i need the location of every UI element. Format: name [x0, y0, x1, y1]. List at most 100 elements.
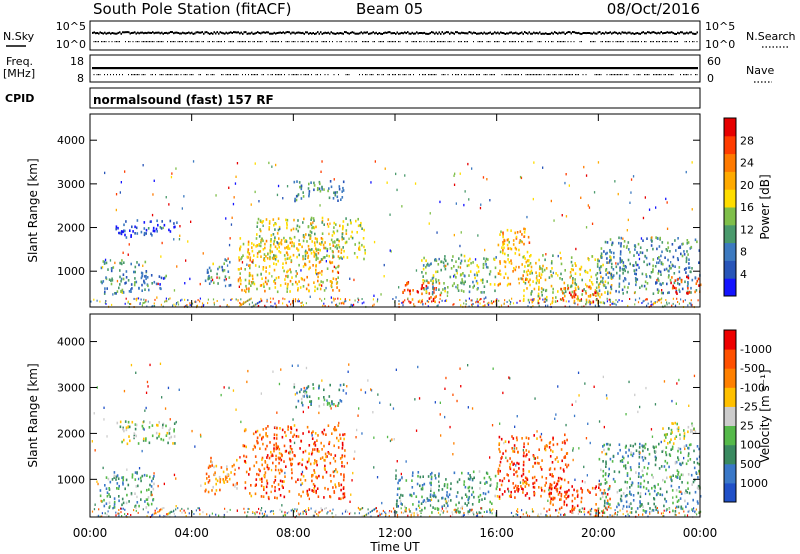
- range-cell: [552, 498, 554, 501]
- nsky-point: [437, 32, 439, 35]
- nsky-point: [482, 32, 484, 35]
- range-cell: [133, 297, 135, 300]
- range-cell: [527, 235, 530, 239]
- range-cell: [205, 472, 208, 476]
- range-cell: [153, 280, 156, 284]
- range-cell: [669, 454, 672, 457]
- nsky-point: [266, 31, 268, 34]
- range-cell: [265, 239, 268, 243]
- nsky-point: [354, 32, 356, 35]
- freq-point: [458, 67, 460, 70]
- range-cell: [139, 302, 141, 304]
- freq-point: [291, 67, 293, 70]
- range-cell: [510, 262, 513, 265]
- range-cell: [125, 276, 128, 279]
- nave-point: [560, 74, 561, 76]
- range-cell: [484, 260, 487, 263]
- nsearch-point: [620, 41, 621, 43]
- nsky-point: [144, 31, 146, 34]
- range-cell: [622, 504, 625, 508]
- freq-point: [144, 67, 146, 70]
- range-cell: [422, 475, 424, 478]
- freq-point: [444, 67, 446, 70]
- nsky-point: [392, 32, 394, 35]
- range-cell: [158, 435, 160, 438]
- range-cell: [683, 253, 686, 256]
- range-cell: [263, 488, 265, 491]
- range-cell: [536, 461, 539, 465]
- nsearch-point: [482, 41, 483, 43]
- nsearch-point: [147, 41, 149, 43]
- nsearch-point: [95, 41, 96, 43]
- range-cell: [690, 245, 692, 249]
- range-cell: [318, 386, 320, 390]
- range-cell: [142, 264, 144, 267]
- nsearch-point: [494, 41, 495, 43]
- range-cell: [119, 425, 122, 429]
- range-cell: [311, 431, 313, 435]
- range-cell: [311, 226, 313, 230]
- range-cell: [361, 298, 363, 300]
- range-cell: [298, 225, 301, 229]
- range-cell: [446, 486, 449, 489]
- range-cell: [581, 488, 584, 492]
- range-cell: [111, 303, 113, 306]
- freq-point: [506, 67, 508, 70]
- nsky-point: [291, 31, 293, 34]
- range-cell: [350, 305, 352, 308]
- range-cell: [323, 289, 326, 292]
- nsky-point: [194, 32, 196, 35]
- range-cell: [638, 465, 640, 469]
- colorbar-swatch: [724, 207, 736, 226]
- range-cell: [507, 254, 509, 257]
- range-cell: [564, 287, 566, 290]
- freq-point: [224, 67, 226, 70]
- nsky-point: [152, 31, 154, 34]
- range-cell: [277, 241, 279, 245]
- range-cell: [574, 288, 577, 292]
- range-cell: [287, 247, 289, 250]
- range-cell: [265, 270, 267, 273]
- nsky-point: [218, 32, 220, 35]
- range-cell: [264, 471, 267, 474]
- range-cell: [273, 436, 276, 440]
- range-cell: [262, 495, 265, 498]
- range-cell: [653, 302, 655, 305]
- range-cell: [670, 261, 672, 264]
- range-cell: [316, 287, 319, 291]
- range-cell: [556, 442, 559, 446]
- freq-point: [621, 67, 623, 70]
- range-cell: [526, 492, 528, 495]
- nsearch-point: [461, 41, 462, 43]
- nsky-point: [470, 31, 472, 34]
- range-cell: [106, 491, 109, 494]
- range-cell: [476, 288, 479, 291]
- range-cell: [300, 439, 302, 443]
- range-cell: [336, 229, 339, 233]
- nsky-point: [329, 32, 331, 35]
- range-cell: [646, 237, 648, 240]
- range-cell: [589, 300, 591, 303]
- range-cell: [133, 283, 136, 287]
- range-cell: [502, 232, 504, 236]
- range-cell: [338, 289, 341, 292]
- range-cell: [338, 497, 340, 500]
- y-tick-label: 1000: [57, 265, 85, 278]
- freq-point: [540, 67, 542, 70]
- range-cell: [122, 483, 124, 486]
- range-cell: [322, 432, 325, 436]
- range-cell: [560, 448, 563, 451]
- range-cell: [608, 473, 610, 476]
- range-cell: [473, 476, 475, 480]
- range-cell: [251, 246, 253, 249]
- range-cell: [156, 219, 158, 223]
- range-cell: [290, 431, 292, 434]
- nave-point: [236, 74, 237, 76]
- range-cell: [275, 454, 277, 458]
- range-cell: [114, 475, 117, 478]
- range-cell: [120, 279, 122, 283]
- range-cell: [607, 505, 610, 509]
- nsearch-point: [297, 41, 299, 43]
- nsky-label: N.Sky: [3, 30, 35, 43]
